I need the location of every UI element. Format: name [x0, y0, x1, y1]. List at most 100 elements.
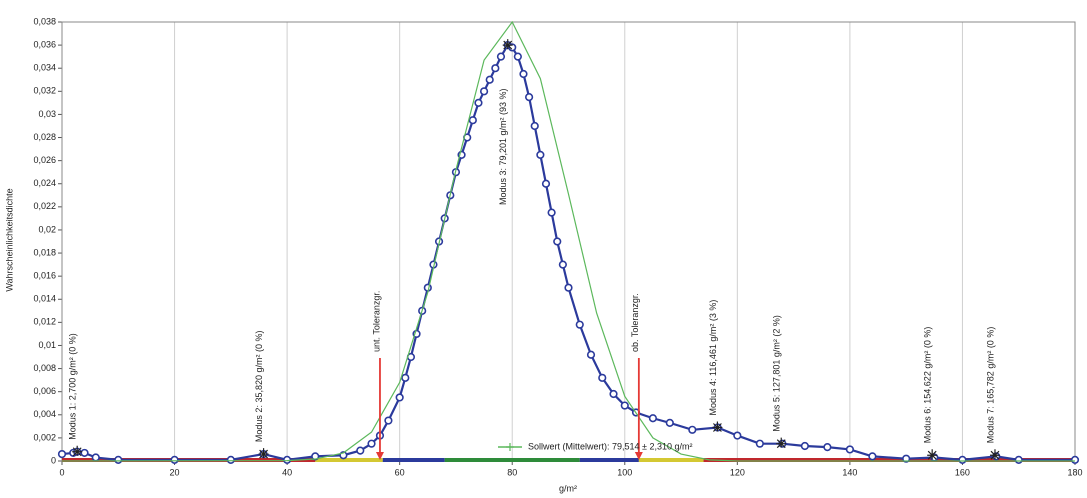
data-point — [845, 445, 854, 454]
x-tick-label: 20 — [170, 467, 180, 477]
data-point — [902, 454, 911, 463]
y-tick-label: 0,022 — [33, 201, 56, 211]
y-tick-label: 0,018 — [33, 247, 56, 257]
data-point — [474, 98, 483, 107]
data-point — [395, 393, 404, 402]
y-tick-label: 0,016 — [33, 271, 56, 281]
x-tick-label: 180 — [1067, 467, 1082, 477]
mode-label: Modus 6: 154,622 g/m² (0 %) — [923, 327, 933, 444]
data-point — [91, 453, 100, 462]
data-point — [226, 455, 235, 464]
y-tick-label: 0,002 — [33, 432, 56, 442]
x-tick-label: 80 — [507, 467, 517, 477]
y-tick-label: 0,026 — [33, 155, 56, 165]
data-point — [1014, 455, 1023, 464]
data-point — [586, 350, 596, 359]
x-tick-label: 100 — [617, 467, 632, 477]
tolerance-arrow — [375, 452, 384, 460]
mode-label: Modus 2: 35,820 g/m² (0 %) — [254, 331, 264, 443]
tolerance-label: ob. Toleranzgr. — [630, 293, 640, 352]
mode-marker — [258, 448, 269, 459]
data-point — [170, 455, 179, 464]
data-point — [530, 121, 539, 131]
data-point — [665, 418, 674, 427]
y-tick-label: 0,004 — [33, 409, 56, 419]
mode-label: Modus 7: 165,782 g/m² (0 %) — [985, 327, 995, 444]
y-tick-label: 0,03 — [38, 109, 56, 119]
x-tick-label: 40 — [282, 467, 292, 477]
y-tick-label: 0,034 — [33, 63, 56, 73]
y-tick-label: 0,036 — [33, 39, 56, 49]
data-point — [485, 75, 494, 84]
tolerance-arrow — [634, 452, 643, 460]
data-point — [367, 439, 376, 448]
y-axis-label: Wahrscheinlichkeitsdichte — [4, 188, 14, 291]
y-tick-label: 0,006 — [33, 386, 56, 396]
y-tick-label: 0,012 — [33, 317, 56, 327]
zone — [315, 458, 383, 462]
data-point — [620, 401, 629, 410]
legend-marker — [506, 443, 514, 451]
series-line — [61, 43, 1075, 461]
tolerance-label: unt. Toleranzgr. — [371, 291, 381, 352]
data-point — [547, 208, 556, 217]
mode-marker — [989, 449, 1000, 460]
mode-marker — [776, 437, 787, 449]
data-point — [536, 150, 545, 159]
zone — [579, 458, 639, 462]
y-tick-label: 0,024 — [33, 178, 56, 188]
y-tick-label: 0 — [51, 455, 56, 465]
mode-marker — [712, 421, 723, 432]
data-point — [283, 455, 292, 464]
data-point — [311, 452, 320, 461]
x-tick-label: 160 — [955, 467, 970, 477]
x-tick-label: 0 — [59, 467, 64, 477]
data-point — [598, 373, 607, 382]
mode-marker — [502, 39, 513, 50]
x-tick-label: 120 — [730, 467, 745, 477]
data-point — [558, 260, 567, 269]
data-point — [468, 116, 477, 125]
zone — [703, 458, 1075, 462]
zone — [382, 458, 445, 462]
zone — [638, 458, 704, 462]
data-point — [609, 389, 618, 399]
data-point — [479, 87, 489, 96]
data-point — [541, 179, 551, 188]
mode-label: Modus 1: 2,700 g/m² (0 %) — [68, 333, 78, 440]
data-point — [648, 414, 658, 423]
series-line — [61, 20, 1075, 462]
y-tick-label: 0,01 — [38, 340, 56, 350]
data-point — [80, 448, 89, 458]
data-point — [755, 439, 764, 448]
mode-marker — [927, 449, 938, 460]
data-point — [564, 283, 573, 292]
data-point — [800, 441, 809, 451]
y-tick-label: 0,028 — [33, 132, 56, 142]
data-point — [575, 320, 584, 329]
y-tick-label: 0,02 — [38, 224, 56, 234]
mode-marker — [72, 445, 83, 457]
legend-label: Sollwert (Mittelwert): 79,514 ± 2,310 g/… — [528, 441, 693, 451]
data-point — [519, 69, 528, 79]
data-point — [384, 416, 393, 425]
zone — [444, 458, 580, 462]
data-point — [553, 237, 562, 246]
data-point — [496, 52, 506, 61]
data-point — [401, 373, 410, 382]
mode-label: Modus 4: 116,461 g/m² (3 %) — [708, 300, 718, 416]
mode-label: Modus 3: 79,201 g/m² (93 %) — [498, 88, 508, 205]
y-tick-label: 0,038 — [33, 16, 56, 26]
data-point — [114, 455, 123, 464]
data-point — [958, 455, 967, 464]
x-axis-label: g/m² — [559, 483, 577, 493]
data-point — [525, 92, 534, 102]
data-point — [513, 52, 522, 61]
x-tick-label: 140 — [842, 467, 857, 477]
data-point — [57, 449, 67, 459]
data-point — [356, 446, 365, 455]
data-point — [688, 425, 697, 434]
data-point — [868, 452, 877, 461]
